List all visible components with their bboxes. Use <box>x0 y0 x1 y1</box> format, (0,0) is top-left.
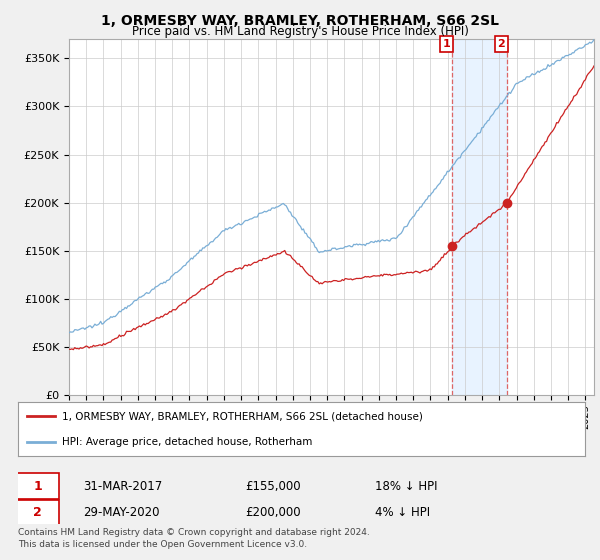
Text: HPI: Average price, detached house, Rotherham: HPI: Average price, detached house, Roth… <box>62 437 313 446</box>
Text: 29-MAY-2020: 29-MAY-2020 <box>83 506 160 519</box>
Text: Contains HM Land Registry data © Crown copyright and database right 2024.: Contains HM Land Registry data © Crown c… <box>18 528 370 536</box>
Text: 1, ORMESBY WAY, BRAMLEY, ROTHERHAM, S66 2SL (detached house): 1, ORMESBY WAY, BRAMLEY, ROTHERHAM, S66 … <box>62 412 423 421</box>
FancyBboxPatch shape <box>17 500 59 525</box>
Text: 1: 1 <box>34 480 42 493</box>
Text: 1: 1 <box>443 39 451 49</box>
Text: 1, ORMESBY WAY, BRAMLEY, ROTHERHAM, S66 2SL: 1, ORMESBY WAY, BRAMLEY, ROTHERHAM, S66 … <box>101 14 499 28</box>
FancyBboxPatch shape <box>17 473 59 499</box>
Text: This data is licensed under the Open Government Licence v3.0.: This data is licensed under the Open Gov… <box>18 540 307 549</box>
Text: 18% ↓ HPI: 18% ↓ HPI <box>375 480 438 493</box>
Text: Price paid vs. HM Land Registry's House Price Index (HPI): Price paid vs. HM Land Registry's House … <box>131 25 469 38</box>
Text: £155,000: £155,000 <box>245 480 301 493</box>
Text: £200,000: £200,000 <box>245 506 301 519</box>
Text: 31-MAR-2017: 31-MAR-2017 <box>83 480 163 493</box>
Bar <box>452 39 506 395</box>
Text: 4% ↓ HPI: 4% ↓ HPI <box>375 506 430 519</box>
Text: 2: 2 <box>34 506 42 519</box>
Text: 2: 2 <box>497 39 505 49</box>
